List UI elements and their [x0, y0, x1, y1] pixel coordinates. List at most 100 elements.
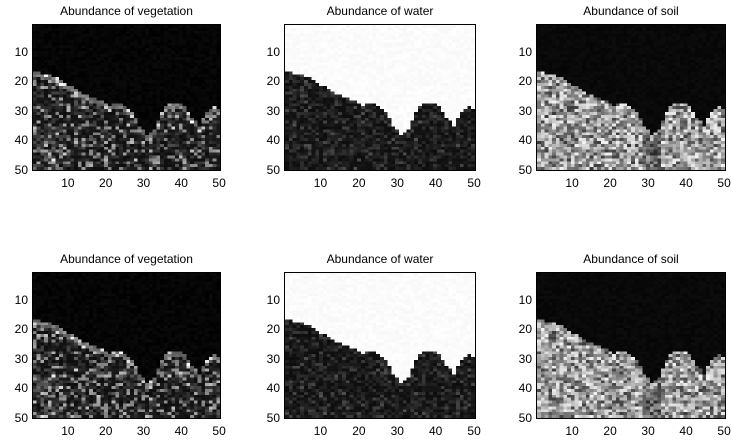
heatmap-cell	[459, 103, 464, 107]
heatmap-cell	[33, 167, 37, 170]
heatmap-cell	[338, 138, 343, 142]
heatmap-cell	[433, 27, 438, 31]
heatmap-cell	[376, 135, 381, 139]
heatmap-cell	[361, 33, 365, 37]
heatmap-cell	[444, 68, 449, 72]
heatmap-cell	[448, 62, 453, 66]
heatmap-cell	[448, 103, 453, 107]
heatmap-cell	[77, 97, 82, 101]
heatmap-cell	[444, 88, 449, 92]
heatmap-cell	[193, 114, 198, 118]
heatmap-cell	[459, 27, 464, 31]
heatmap-cell	[433, 120, 438, 124]
heatmap-cell	[208, 146, 213, 150]
heatmap-cell	[300, 42, 305, 46]
heatmap-cell	[66, 27, 71, 31]
heatmap-cell	[292, 97, 297, 101]
heatmap-cell	[66, 97, 71, 101]
heatmap-cell	[395, 30, 400, 34]
heatmap-cell	[353, 80, 358, 84]
heatmap-cell	[440, 88, 445, 92]
heatmap-cell	[361, 88, 365, 92]
heatmap-cell	[315, 42, 320, 46]
heatmap-cell	[467, 80, 472, 84]
heatmap-cell	[383, 65, 388, 69]
heatmap-cell	[342, 141, 346, 144]
heatmap-cell	[414, 138, 419, 142]
heatmap-cell	[216, 103, 220, 107]
heatmap-cell	[406, 25, 411, 28]
heatmap-cell	[178, 83, 183, 86]
heatmap-cell	[197, 106, 202, 110]
heatmap-cell	[456, 54, 460, 57]
heatmap-cell	[429, 48, 434, 52]
heatmap-cell	[115, 68, 120, 72]
heatmap-cell	[296, 54, 301, 57]
heatmap-cell	[323, 106, 327, 110]
heatmap-cell	[160, 45, 164, 49]
heatmap-cell	[414, 85, 419, 89]
heatmap-cell	[96, 54, 101, 57]
heatmap-cell	[402, 117, 407, 121]
heatmap-cell	[330, 103, 335, 107]
heatmap-cell	[190, 65, 194, 69]
heatmap-cell	[182, 94, 187, 98]
heatmap-cell	[212, 123, 217, 127]
heatmap-cell	[81, 100, 86, 104]
heatmap-cell	[296, 39, 301, 43]
heatmap-cell	[357, 112, 362, 115]
heatmap-cell	[212, 45, 217, 49]
heatmap-cell	[62, 33, 67, 37]
heatmap-cell	[456, 25, 460, 28]
heatmap-cell	[410, 109, 415, 113]
heatmap-cell	[126, 54, 131, 57]
heatmap-cell	[391, 51, 396, 55]
heatmap-cell	[380, 51, 384, 55]
heatmap-cell	[296, 91, 301, 95]
heatmap-cell	[193, 91, 198, 95]
heatmap-cell	[182, 120, 187, 124]
heatmap-cell	[429, 33, 434, 37]
heatmap-cell	[304, 149, 308, 153]
heatmap-cell	[395, 158, 400, 162]
heatmap-cell	[92, 120, 97, 124]
heatmap-cell	[119, 135, 123, 139]
heatmap-cell	[304, 158, 308, 162]
heatmap-cell	[288, 143, 293, 147]
heatmap-cell	[361, 54, 365, 57]
heatmap-cell	[304, 33, 308, 37]
heatmap-cell	[55, 59, 60, 63]
heatmap-cell	[330, 143, 335, 147]
heatmap-cell	[364, 126, 369, 130]
heatmap-cell	[285, 68, 289, 72]
heatmap-cell	[372, 56, 377, 60]
heatmap-cell	[471, 71, 475, 75]
heatmap-cell	[467, 149, 472, 153]
heatmap-cell	[156, 129, 161, 133]
heatmap-cell	[463, 138, 468, 142]
heatmap-cell	[193, 33, 198, 37]
heatmap-cell	[391, 112, 396, 115]
heatmap-cell	[33, 83, 37, 86]
heatmap-cell	[33, 59, 37, 63]
heatmap-cell	[197, 129, 202, 133]
heatmap-cell	[163, 106, 168, 110]
heatmap-cell	[319, 25, 324, 28]
heatmap-cell	[197, 132, 202, 136]
heatmap-cell	[201, 161, 206, 165]
heatmap-cell	[111, 36, 116, 40]
heatmap-cell	[141, 114, 146, 118]
heatmap-cell	[425, 129, 430, 133]
x-tick-label: 30	[136, 176, 151, 190]
heatmap-cell	[74, 33, 78, 37]
heatmap-cell	[380, 68, 384, 72]
heatmap-cell	[330, 65, 335, 69]
heatmap-cell	[323, 146, 327, 150]
heatmap-cell	[89, 91, 93, 95]
heatmap-cell	[104, 54, 108, 57]
heatmap-cell	[387, 54, 392, 57]
heatmap-cell	[182, 135, 187, 139]
heatmap-cell	[326, 149, 331, 153]
heatmap-cell	[55, 94, 60, 98]
heatmap-cell	[463, 51, 468, 55]
